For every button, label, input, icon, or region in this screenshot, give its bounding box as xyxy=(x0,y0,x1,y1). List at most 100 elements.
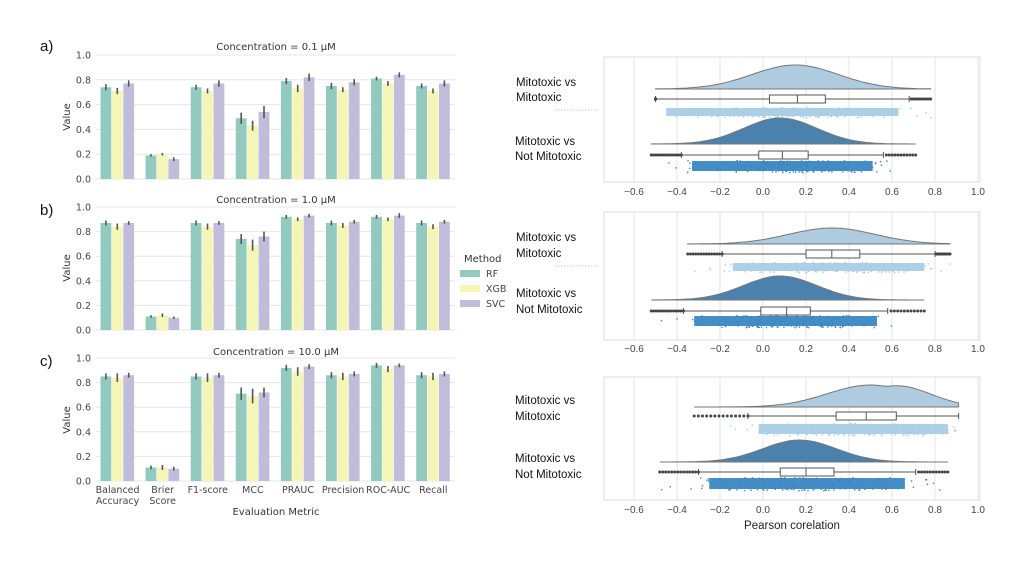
rain-point xyxy=(751,116,753,118)
bar-svc xyxy=(123,83,135,179)
rain-point xyxy=(856,270,859,272)
x-tick-label: −0.6 xyxy=(624,505,644,516)
rain-point xyxy=(924,265,926,267)
outlier-point xyxy=(919,309,923,313)
rain-point xyxy=(729,115,731,117)
rain-point xyxy=(706,479,708,481)
rain-point xyxy=(867,271,869,274)
kde-mitotoxic-vs-not-mitotoxic xyxy=(651,275,925,301)
bar-rf xyxy=(235,118,247,179)
rain-point xyxy=(762,488,764,491)
outlier-point xyxy=(896,153,900,157)
outlier-point xyxy=(902,153,906,157)
rain-point xyxy=(835,115,838,118)
bar-chart-0.1uM: 0.0 0.2 0.4 0.6 0.8 1.0 xyxy=(76,51,455,186)
y-tick-label: 1.0 xyxy=(76,203,91,214)
rain-point xyxy=(858,488,860,491)
outlier-point xyxy=(697,470,700,474)
x-tick-label: Recall xyxy=(419,485,447,496)
outlier-point xyxy=(914,153,918,157)
outlier-point xyxy=(715,252,719,256)
rain-point xyxy=(765,326,768,329)
rain-point xyxy=(922,434,924,436)
outlier-point xyxy=(688,470,692,474)
outlier-point xyxy=(658,153,662,157)
outliers xyxy=(654,97,933,101)
rain-point xyxy=(729,489,731,491)
bar-svc xyxy=(213,375,225,481)
bar-rf xyxy=(371,78,382,179)
outlier-point xyxy=(896,309,900,313)
rain-point xyxy=(790,488,792,490)
rain-point xyxy=(910,480,913,482)
rain-point xyxy=(925,112,927,114)
rain-point xyxy=(802,477,805,479)
rain-point xyxy=(822,326,824,329)
rain-point xyxy=(885,271,887,273)
rain-point xyxy=(728,270,731,272)
outlier-point xyxy=(675,153,679,157)
rain-point xyxy=(746,170,749,173)
rain-point xyxy=(781,107,784,109)
chart-title-10.0uM: Concentration = 10.0 µM xyxy=(213,347,339,358)
rain-point xyxy=(752,325,754,328)
outlier-point xyxy=(905,153,909,157)
rain-point xyxy=(797,434,799,436)
bar-svc xyxy=(393,365,405,481)
outlier-point xyxy=(705,414,709,418)
outlier-point xyxy=(694,252,698,256)
y-tick-label: 0.2 xyxy=(76,301,91,312)
rain-point xyxy=(852,477,854,479)
outlier-point xyxy=(649,153,653,157)
rain-point xyxy=(686,171,689,174)
outlier-point xyxy=(679,470,683,474)
outlier-point xyxy=(948,252,952,256)
x-tick-label: Balanced xyxy=(96,485,140,496)
rain-point xyxy=(789,434,791,437)
rain-point xyxy=(848,423,851,425)
rain-point xyxy=(689,162,691,164)
bar-xgb xyxy=(247,125,258,179)
bar-svc xyxy=(258,236,270,330)
bar-xgb xyxy=(157,154,168,179)
bar-xgb xyxy=(292,88,304,179)
rain-point xyxy=(856,271,858,273)
bar-rf xyxy=(326,375,337,481)
rain-point xyxy=(880,271,883,274)
rain-point xyxy=(735,171,737,173)
rain-point xyxy=(736,315,738,317)
x-tick-label: 0.0 xyxy=(756,344,770,355)
legend: Method RF XGB SVC xyxy=(460,254,506,310)
rain-band xyxy=(666,108,899,116)
rain-point xyxy=(805,271,807,274)
outlier-point xyxy=(665,153,669,157)
rain-point xyxy=(793,489,795,491)
rain-point xyxy=(730,263,732,266)
rain-point xyxy=(805,116,808,119)
rain-point xyxy=(750,489,752,492)
rain-point xyxy=(930,268,933,270)
box-iqr xyxy=(805,249,861,259)
rain-point xyxy=(847,270,850,272)
rain-point xyxy=(858,116,860,119)
rain-point xyxy=(886,160,888,162)
rain-point xyxy=(843,434,845,436)
rain-point xyxy=(775,171,777,173)
rain-point xyxy=(822,271,824,274)
outlier-point xyxy=(670,153,674,157)
legend-swatch-rf xyxy=(460,270,480,277)
group-label-b-1-line2: Mitotoxic xyxy=(516,248,562,260)
bar-rf xyxy=(235,238,247,330)
x-tick-label: 1.0 xyxy=(971,187,985,198)
bar-xgb xyxy=(292,219,304,330)
rain-point xyxy=(660,488,663,491)
x-tick-label: ROC-AUC xyxy=(366,485,410,496)
rain-point xyxy=(837,115,839,118)
rain-point xyxy=(891,434,893,436)
legend-swatch-svc xyxy=(460,300,480,307)
rain-point xyxy=(694,270,696,273)
rain-point xyxy=(708,267,711,270)
outlier-point xyxy=(663,153,667,157)
rain-point xyxy=(823,489,825,492)
